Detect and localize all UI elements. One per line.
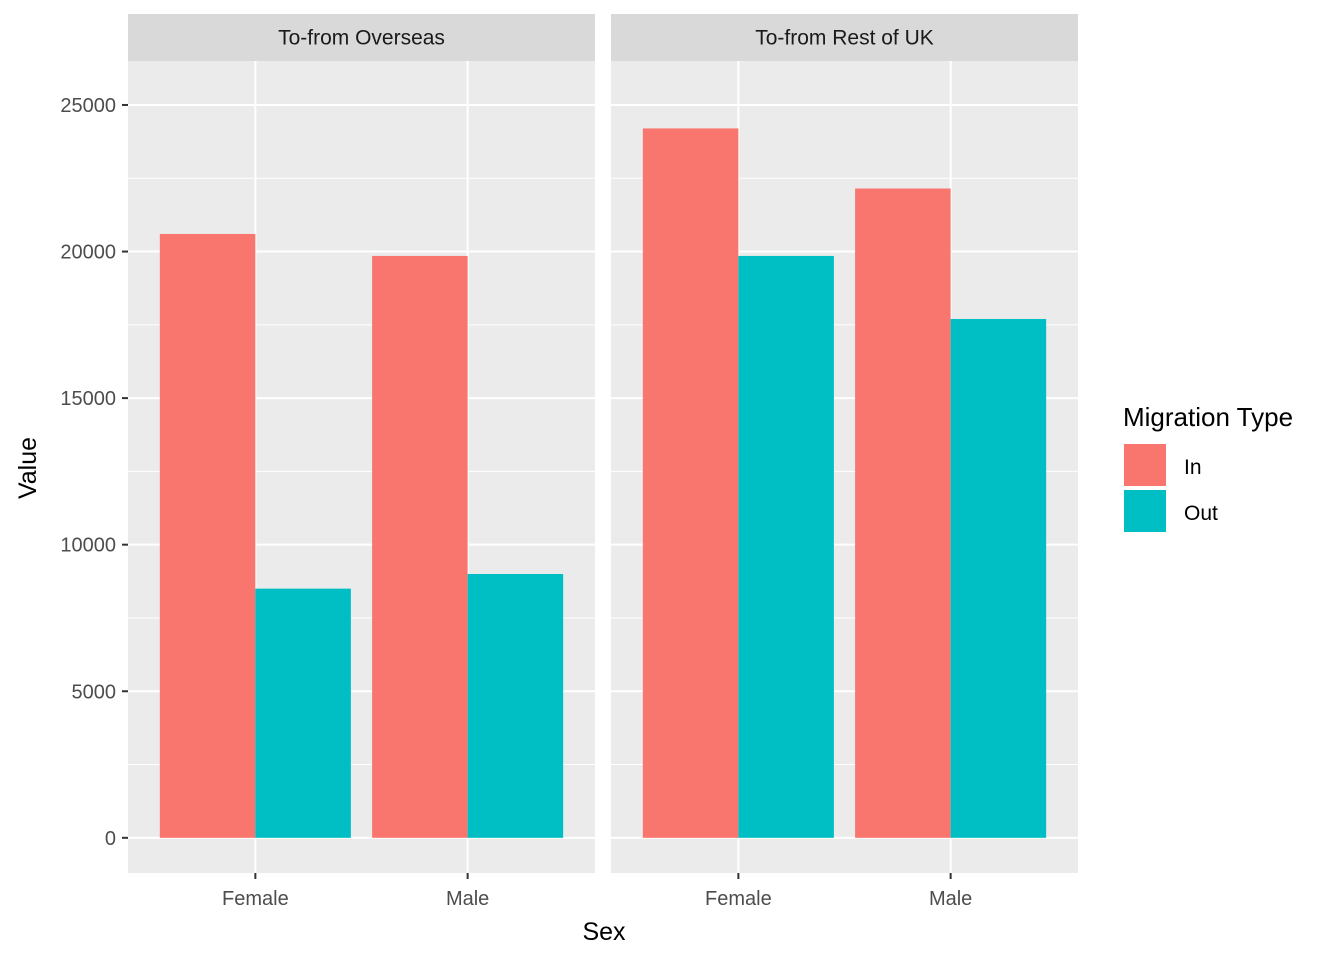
y-tick-label: 25000 bbox=[60, 95, 116, 117]
legend-label-out: Out bbox=[1184, 502, 1218, 525]
y-tick-label: 5000 bbox=[72, 681, 117, 703]
bar-in-female bbox=[642, 128, 739, 838]
bar-in-male bbox=[855, 188, 951, 838]
facet-title: To-from Overseas bbox=[278, 27, 445, 50]
bar-out-female bbox=[738, 255, 834, 838]
bar-in-female bbox=[159, 233, 256, 838]
y-tick-label: 20000 bbox=[60, 242, 116, 264]
bar-in-male bbox=[372, 255, 468, 838]
bar-out-female bbox=[255, 588, 351, 838]
x-tick-label: Male bbox=[929, 888, 972, 910]
legend-label-in: In bbox=[1184, 456, 1202, 479]
x-tick-label: Female bbox=[222, 888, 289, 910]
facet-title: To-from Rest of UK bbox=[755, 27, 934, 50]
legend-key-in bbox=[1124, 444, 1166, 486]
y-axis: 0 5000 10000 15000 20000 25000 bbox=[60, 95, 128, 850]
bar-out-male bbox=[950, 318, 1047, 838]
x-axis-title: Sex bbox=[582, 918, 626, 946]
legend: Migration Type In Out bbox=[1123, 402, 1293, 532]
x-tick-label: Male bbox=[446, 888, 489, 910]
y-tick-label: 0 bbox=[105, 828, 116, 850]
facet-strip bbox=[611, 14, 1078, 61]
y-tick-label: 15000 bbox=[60, 388, 116, 410]
y-axis-title: Value bbox=[14, 437, 42, 499]
facet-strip bbox=[128, 14, 595, 61]
legend-title: Migration Type bbox=[1123, 402, 1293, 432]
x-tick-label: Female bbox=[705, 888, 772, 910]
facet-panel: To-from Overseas Female Male bbox=[128, 14, 595, 910]
legend-key-out bbox=[1124, 490, 1166, 532]
y-tick-label: 10000 bbox=[60, 535, 116, 557]
bar-out-male bbox=[467, 573, 564, 838]
facet-panel: To-from Rest of UK Female Male bbox=[611, 14, 1078, 910]
